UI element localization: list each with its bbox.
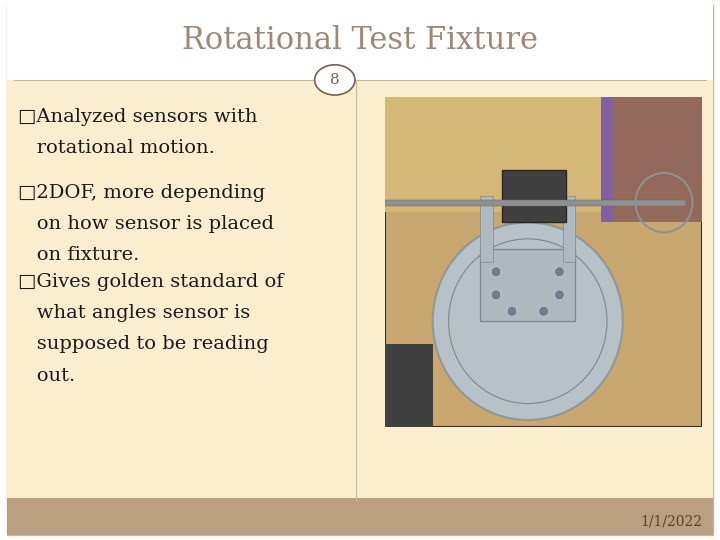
Text: supposed to be reading: supposed to be reading <box>18 335 269 353</box>
Text: on fixture.: on fixture. <box>18 246 140 264</box>
Text: rotational motion.: rotational motion. <box>18 139 215 157</box>
Text: what angles sensor is: what angles sensor is <box>18 304 251 322</box>
FancyBboxPatch shape <box>613 97 702 222</box>
FancyBboxPatch shape <box>7 80 713 500</box>
FancyBboxPatch shape <box>600 97 702 222</box>
FancyBboxPatch shape <box>562 196 575 262</box>
Circle shape <box>492 268 500 276</box>
FancyBboxPatch shape <box>480 249 575 321</box>
Text: out.: out. <box>18 367 76 384</box>
Text: □Gives golden standard of: □Gives golden standard of <box>18 273 284 291</box>
FancyBboxPatch shape <box>385 97 702 212</box>
Text: 1/1/2022: 1/1/2022 <box>640 514 702 528</box>
Circle shape <box>492 291 500 299</box>
Text: □Analyzed sensors with: □Analyzed sensors with <box>18 108 258 126</box>
Circle shape <box>433 222 623 420</box>
FancyBboxPatch shape <box>7 498 713 535</box>
FancyBboxPatch shape <box>7 0 713 80</box>
FancyBboxPatch shape <box>480 196 493 262</box>
Text: Rotational Test Fixture: Rotational Test Fixture <box>182 25 538 56</box>
Circle shape <box>315 65 355 95</box>
FancyBboxPatch shape <box>385 345 433 427</box>
Text: □2DOF, more depending: □2DOF, more depending <box>18 184 265 201</box>
Circle shape <box>540 307 547 315</box>
Circle shape <box>556 268 563 276</box>
FancyBboxPatch shape <box>385 97 702 427</box>
FancyBboxPatch shape <box>503 170 566 222</box>
Circle shape <box>556 291 563 299</box>
Text: on how sensor is placed: on how sensor is placed <box>18 215 274 233</box>
Text: 8: 8 <box>330 73 340 87</box>
Circle shape <box>508 307 516 315</box>
FancyBboxPatch shape <box>7 5 713 535</box>
FancyBboxPatch shape <box>385 200 686 206</box>
